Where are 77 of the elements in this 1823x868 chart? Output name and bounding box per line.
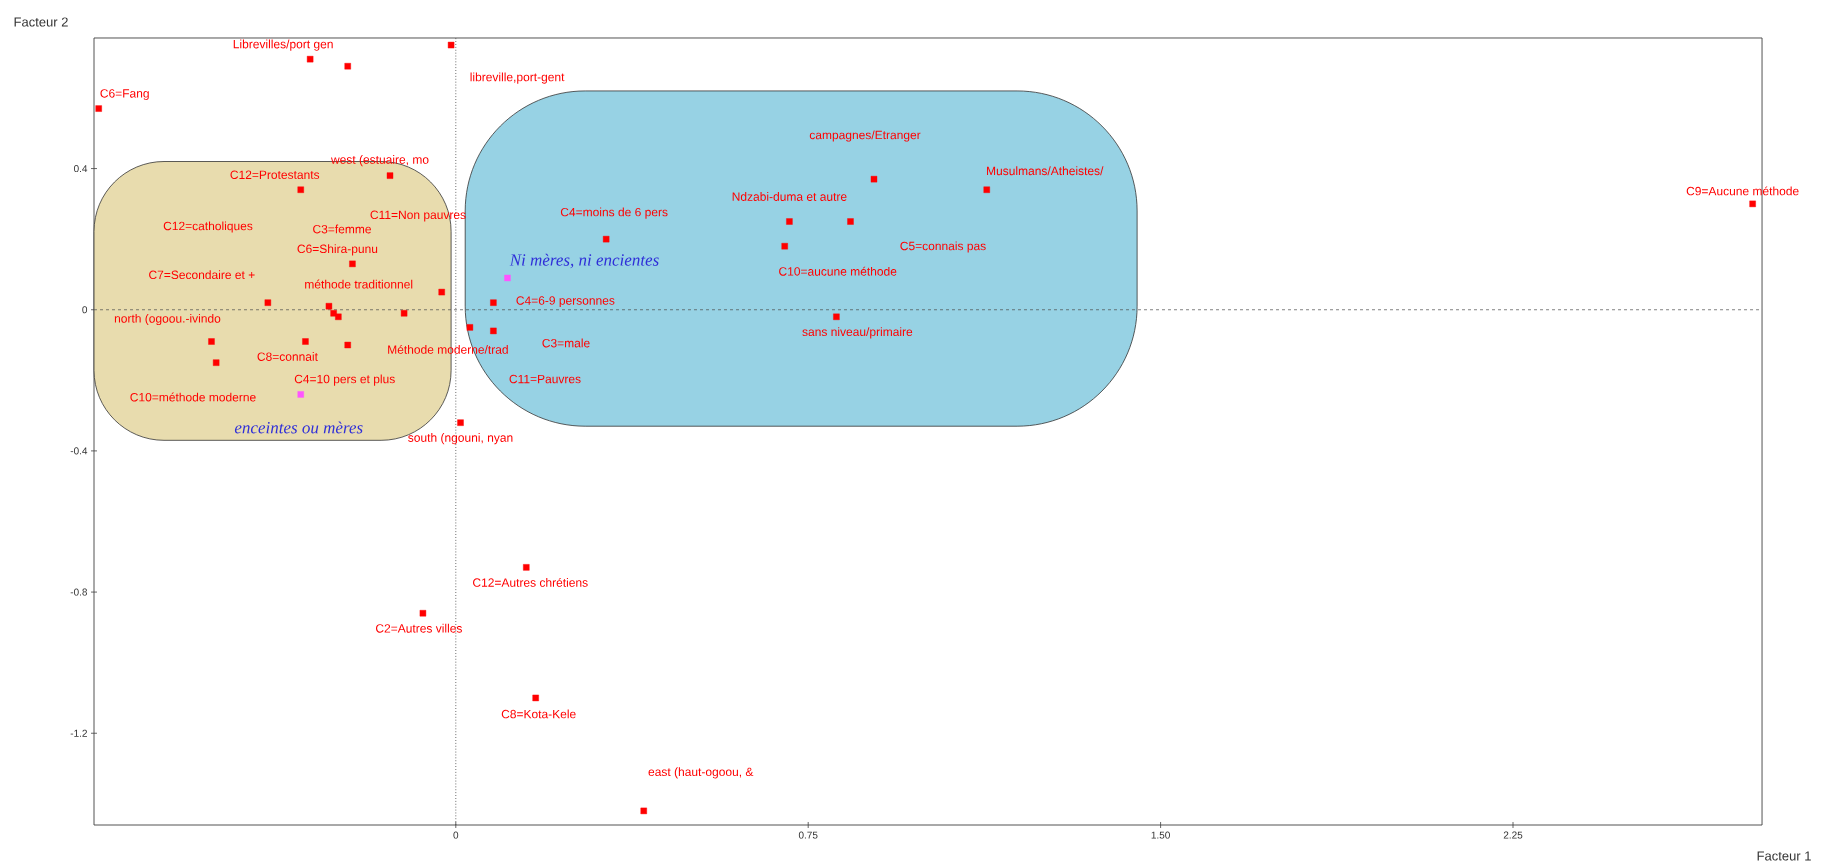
annotation: sans niveau/primaire — [802, 327, 913, 339]
annotation: C4=10 pers et plus — [294, 374, 395, 386]
annotation: Musulmans/Atheistes/ — [987, 166, 1104, 176]
y-axis-title: Facteur 2 — [14, 17, 68, 27]
annotation: C9=Aucune méthode — [1686, 186, 1799, 196]
x-tick-label: 0 — [453, 831, 459, 839]
point — [786, 218, 793, 225]
annotation: Ndzabi-duma et autre — [732, 192, 847, 201]
y-tick-label: 0 — [82, 306, 88, 314]
point — [344, 63, 351, 70]
point — [847, 218, 854, 225]
point — [781, 243, 788, 250]
annotation: C2=Autres villes — [376, 623, 462, 633]
annotation: C11=Pauvres — [509, 374, 581, 384]
point — [640, 807, 647, 815]
annotation: C3=femme — [313, 224, 371, 234]
point — [419, 610, 427, 617]
point — [335, 313, 342, 320]
point — [447, 41, 455, 49]
annotation: C7=Secondaire et + — [149, 270, 255, 280]
point — [297, 391, 304, 398]
point — [504, 274, 511, 282]
annotation: Méthode moderne/trad — [388, 344, 508, 354]
point — [349, 260, 356, 268]
annotation: C6=Shira-punu — [297, 244, 378, 256]
point — [208, 338, 215, 345]
x-axis-title: Facteur 1 — [1757, 851, 1811, 861]
point — [466, 324, 474, 331]
annotation: C8=Kota-Kele — [501, 709, 576, 719]
annotation: east (haut-ogoou, & — [648, 767, 754, 779]
point — [306, 55, 314, 63]
point — [602, 235, 610, 243]
point — [302, 338, 309, 345]
point — [95, 105, 102, 112]
point — [297, 186, 304, 193]
point — [490, 299, 497, 306]
annotation: C12=catholiques — [163, 221, 253, 233]
point — [870, 175, 878, 183]
point — [532, 694, 539, 702]
annotation: south (ngouni, nyan — [408, 433, 513, 445]
y-tick-label: 0.4 — [73, 165, 88, 173]
point — [344, 341, 351, 349]
y-tick-label: -1.2 — [70, 729, 87, 737]
annotation: C4=6-9 personnes — [516, 296, 615, 308]
annotation: C8=connait — [257, 352, 318, 361]
annotation: campagnes/Etranger — [809, 130, 921, 142]
annotation: C3=male — [542, 338, 590, 348]
annotation: C10=méthode moderne — [130, 392, 256, 402]
y-tick-label: -0.4 — [70, 447, 88, 455]
annotation: enceintes ou mères — [234, 421, 363, 434]
annotation: Librevilles/port gen — [233, 39, 333, 51]
point — [400, 310, 408, 317]
point — [386, 172, 394, 179]
point — [983, 186, 990, 193]
point — [490, 327, 497, 335]
point — [264, 299, 272, 306]
x-tick-label: 1.50 — [1151, 831, 1170, 839]
point — [212, 359, 220, 366]
point — [833, 313, 840, 320]
point — [523, 564, 530, 571]
annotation: C5=connais pas — [900, 241, 986, 253]
annotation: C4=moins de 6 pers — [560, 207, 668, 219]
x-tick-label: 0.75 — [798, 831, 818, 839]
point — [325, 303, 333, 310]
annotation: C12=Autres chrétiens — [473, 577, 588, 587]
annotation: libreville,port-gent — [470, 72, 565, 84]
annotation: C12=Protestants — [230, 170, 320, 179]
point — [457, 419, 464, 426]
y-tick-label: -0.8 — [70, 588, 88, 596]
point — [438, 288, 445, 296]
annotation: Ni mères, ni encientes — [509, 253, 659, 269]
annotation: north (ogoou.-ivindo — [114, 313, 221, 326]
point — [1749, 200, 1756, 208]
annotation: méthode traditionnel — [305, 279, 413, 289]
annotation: C6=Fang — [100, 89, 149, 101]
x-tick-label: 2.25 — [1503, 831, 1523, 839]
annotation: C10=aucune méthode — [779, 266, 897, 276]
